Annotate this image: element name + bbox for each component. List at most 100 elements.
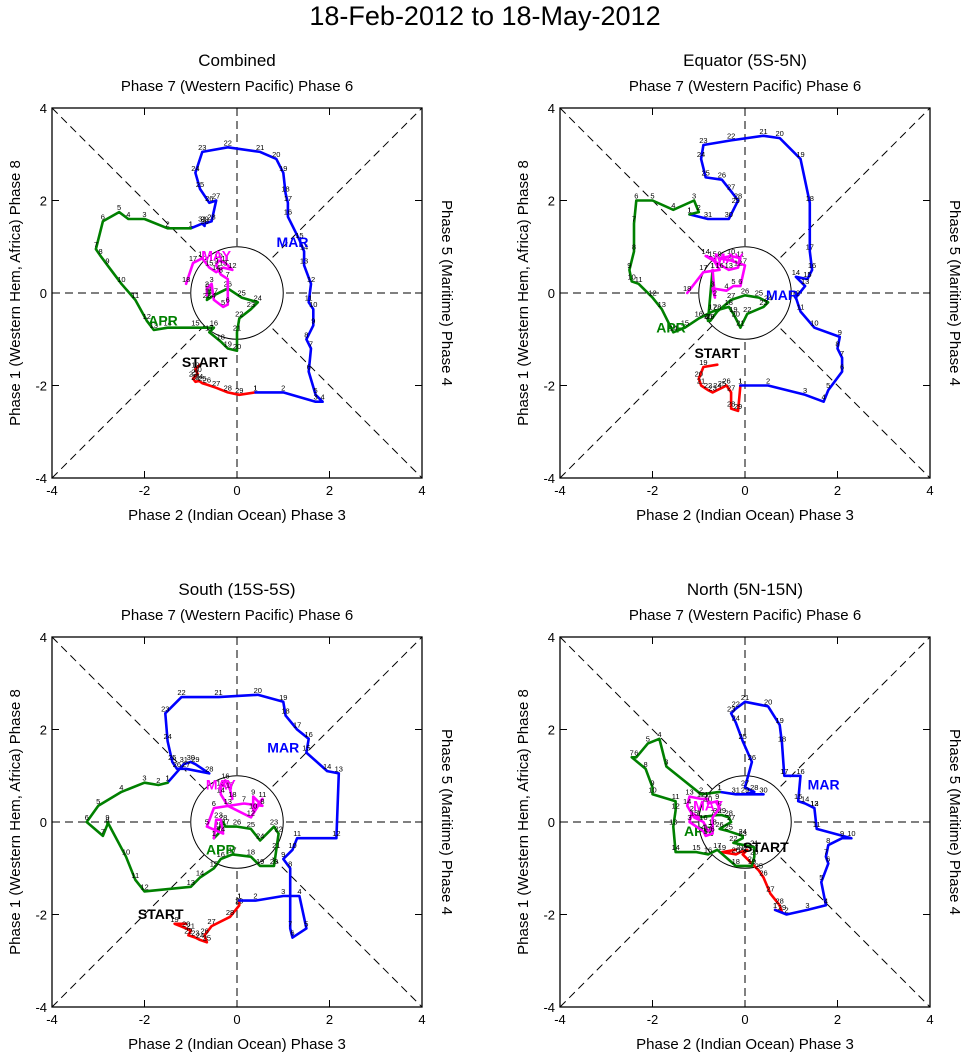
day-label: 13 xyxy=(810,799,818,808)
day-label: 17 xyxy=(284,194,292,203)
panel-3: South (15S-5S) Phase 7 (Western Pacific) … xyxy=(7,580,455,1053)
left-phase-label: Phase 1 (Western Hem, Africa) Phase 8 xyxy=(515,160,532,426)
day-label: 1 xyxy=(687,205,691,214)
day-label: 23 xyxy=(739,829,747,838)
day-label: 31 xyxy=(704,210,712,219)
start-label: START xyxy=(694,345,740,361)
day-label: 18 xyxy=(217,333,225,342)
day-label: 9 xyxy=(251,788,255,797)
day-label: 29 xyxy=(778,903,786,912)
day-label: 1 xyxy=(189,219,193,228)
day-label: 10 xyxy=(704,795,712,804)
x-tick-label: 2 xyxy=(326,1012,333,1027)
day-label: 11 xyxy=(131,291,139,300)
y-tick-label: -4 xyxy=(35,1000,47,1015)
day-label: 18 xyxy=(732,857,740,866)
day-label: 15 xyxy=(210,859,218,868)
right-phase-label: Phase 5 (Maritime) Phase 4 xyxy=(946,200,963,386)
day-label: 9 xyxy=(650,778,654,787)
day-label: 5 xyxy=(819,873,823,882)
day-label: 1 xyxy=(773,901,777,910)
day-label: 16 xyxy=(704,845,712,854)
day-label: 23 xyxy=(270,818,278,827)
day-label: 8 xyxy=(729,252,733,261)
day-label: 14 xyxy=(323,762,331,771)
day-label: 31 xyxy=(198,215,206,224)
day-label: 27 xyxy=(207,917,215,926)
day-label: 27 xyxy=(766,885,774,894)
day-label: 5 xyxy=(221,298,225,307)
day-label: 25 xyxy=(237,289,245,298)
day-label: 3 xyxy=(805,901,809,910)
day-label: 28 xyxy=(205,764,213,773)
day-label: 1 xyxy=(237,892,241,901)
start-label: START xyxy=(743,839,789,855)
day-label: 13 xyxy=(300,256,308,265)
day-label: 11 xyxy=(259,790,267,799)
day-label: 19 xyxy=(170,915,178,924)
day-label: 23 xyxy=(739,845,747,854)
day-label: 23 xyxy=(191,373,199,382)
y-tick-label: -4 xyxy=(543,471,555,486)
series-line-may xyxy=(184,256,234,309)
series-line-feb xyxy=(697,363,742,413)
day-label: 7 xyxy=(242,795,246,804)
day-label: 1 xyxy=(717,783,721,792)
day-label: 16 xyxy=(198,249,206,258)
day-label: 27 xyxy=(741,778,749,787)
month-label-may: MAY xyxy=(714,250,744,266)
day-label: 19 xyxy=(748,857,756,866)
day-label: 2 xyxy=(214,811,218,820)
day-label: 20 xyxy=(182,919,190,928)
day-label: 28 xyxy=(219,813,227,822)
day-label: 21 xyxy=(736,843,744,852)
y-tick-label: -2 xyxy=(35,379,47,394)
day-label: 29 xyxy=(235,386,243,395)
day-label: 22 xyxy=(189,370,197,379)
day-label: 5 xyxy=(205,818,209,827)
day-label: 26 xyxy=(200,926,208,935)
day-label: 18 xyxy=(806,194,814,203)
y-tick-label: -4 xyxy=(35,471,47,486)
day-label: 29 xyxy=(741,785,749,794)
day-label: 5 xyxy=(826,381,830,390)
day-label: 18 xyxy=(683,284,691,293)
day-label: 8 xyxy=(260,797,264,806)
day-label: 15 xyxy=(302,744,310,753)
left-phase-label: Phase 1 (Western Hem, Africa) Phase 8 xyxy=(7,160,24,426)
day-label: 15 xyxy=(708,249,716,258)
day-label: 1 xyxy=(687,205,691,214)
day-label: 5 xyxy=(96,797,100,806)
day-label: 16 xyxy=(221,771,229,780)
day-label: 16 xyxy=(699,813,707,822)
day-label: 21 xyxy=(256,143,264,152)
top-phase-label: Phase 7 (Western Pacific) Phase 6 xyxy=(629,78,861,95)
day-label: 10 xyxy=(214,252,222,261)
unit-circle xyxy=(698,246,792,340)
day-label: 16 xyxy=(284,208,292,217)
day-label: 14 xyxy=(671,843,679,852)
bottom-phase-label: Phase 2 (Indian Ocean) Phase 3 xyxy=(128,1036,346,1053)
x-tick-label: 4 xyxy=(926,1012,933,1027)
day-label: 9 xyxy=(105,256,109,265)
day-label: 30 xyxy=(205,284,213,293)
day-label: 12 xyxy=(332,829,340,838)
start-label: START xyxy=(182,354,228,370)
day-label: 8 xyxy=(632,242,636,251)
day-label: 9 xyxy=(715,792,719,801)
day-label: 11 xyxy=(293,829,301,838)
day-label: 22 xyxy=(224,138,232,147)
day-label: 10 xyxy=(727,247,735,256)
day-label: 12 xyxy=(140,882,148,891)
day-label: 24 xyxy=(254,293,262,302)
day-label: 31 xyxy=(732,785,740,794)
day-label: 1 xyxy=(205,286,209,295)
day-label: 14 xyxy=(163,319,171,328)
day-label: 21 xyxy=(191,367,199,376)
day-label: 13 xyxy=(725,261,733,270)
x-tick-label: -4 xyxy=(554,1012,566,1027)
day-label: 25 xyxy=(196,180,204,189)
day-label: 10 xyxy=(628,272,636,281)
day-label: 24 xyxy=(713,381,721,390)
day-label: 5 xyxy=(117,203,121,212)
